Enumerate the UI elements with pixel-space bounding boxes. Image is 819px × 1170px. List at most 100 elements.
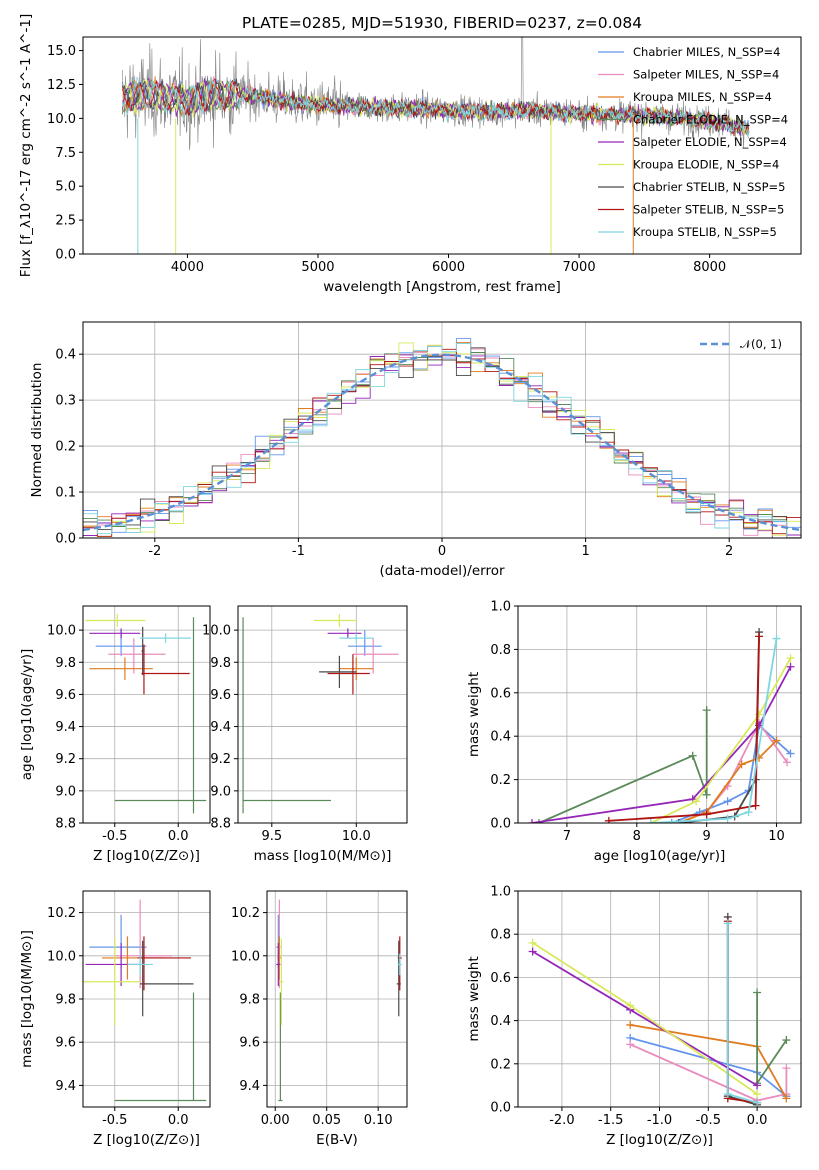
error-bar-point [339, 633, 374, 643]
x-tick-label: -2 [148, 544, 161, 559]
error-bar-point [83, 938, 141, 1025]
massweight-vs-age-plot-area [527, 628, 795, 823]
mass-weight-marker [782, 1036, 791, 1045]
error-bar-point [339, 657, 374, 680]
y-tick-label: 9.4 [210, 720, 231, 735]
y-tick-label: 15.0 [47, 44, 76, 59]
error-bar-point [352, 638, 399, 674]
error-bar-point [127, 953, 153, 976]
x-tick-label: 7000 [563, 260, 596, 275]
legend-entry: Kroupa MILES, N_SSP=4 [633, 90, 772, 104]
x-axis-label: wavelength [Angstrom, rest frame] [323, 279, 561, 295]
mass-weight-marker [723, 814, 732, 823]
mass-weight-line [650, 638, 778, 823]
x-tick-label: -0.5 [696, 1113, 721, 1128]
y-tick-label: 0.4 [55, 348, 76, 363]
y-tick-label: 0.2 [55, 440, 76, 455]
y-tick-label: 10.2 [47, 906, 76, 921]
mass-weight-marker [782, 1064, 791, 1073]
mass-vs-Z-frame [82, 890, 211, 1108]
y-tick-label: 0.0 [490, 817, 511, 832]
y-tick-label: 8.8 [210, 817, 231, 832]
legend-entry: Chabrier STELIB, N_SSP=5 [633, 180, 785, 194]
age-vs-Z-axes [79, 606, 210, 827]
x-tick-label: 0.00 [261, 1113, 290, 1128]
mass-weight-marker [626, 1040, 635, 1049]
x-tick-label: 0 [438, 544, 446, 559]
y-tick-label: 0.0 [55, 248, 76, 263]
age-vs-Z-plot-area [85, 614, 207, 814]
x-axis-label: age [log10(age/yr)] [594, 848, 726, 864]
y-tick-label: 0.6 [490, 686, 511, 701]
mass-weight-marker [674, 819, 683, 823]
y-tick-label: 9.4 [239, 1079, 260, 1094]
x-tick-label: 1 [581, 544, 589, 559]
y-axis-label: mass weight [466, 956, 482, 1041]
error-bar-point [314, 614, 357, 627]
error-bar-point [397, 953, 402, 976]
mass-weight-marker [786, 654, 795, 663]
x-tick-label: -1.5 [598, 1113, 623, 1128]
mass-weight-line [756, 992, 788, 1087]
mass-weight-marker [723, 797, 732, 806]
x-tick-label: 0.10 [364, 1113, 393, 1128]
y-axis-label: Normed distribution [29, 363, 45, 498]
x-tick-label: -2.0 [549, 1113, 574, 1128]
y-tick-label: 0.6 [490, 971, 511, 986]
x-tick-label: 9 [703, 829, 711, 844]
mass-weight-marker [702, 790, 711, 799]
gaussian-curve [83, 353, 801, 532]
y-tick-label: 10.2 [231, 906, 260, 921]
y-tick-label: 9.6 [210, 688, 231, 703]
y-tick-label: 2.5 [55, 214, 76, 229]
mass-weight-marker [688, 751, 697, 760]
age-vs-mass-axes [234, 606, 407, 827]
model-spectrum [122, 78, 750, 135]
mass-weight-marker [737, 760, 746, 769]
massweight-vs-Z-plot-area [528, 912, 791, 1107]
y-tick-label: 9.6 [55, 1036, 76, 1051]
mass-weight-marker [744, 808, 753, 817]
y-axis-label: mass [log10(M/M⊙)] [19, 930, 35, 1068]
y-tick-label: 9.2 [210, 752, 231, 767]
mass-weight-marker [772, 736, 781, 745]
spectrum-title: PLATE=0285, MJD=51930, FIBERID=0237, z=0… [242, 14, 642, 32]
x-tick-label: 2 [725, 544, 733, 559]
y-tick-label: 0.8 [490, 928, 511, 943]
x-tick-label: 4000 [171, 260, 204, 275]
x-tick-label: 9.5 [261, 829, 282, 844]
x-tick-label: 0.05 [312, 1113, 341, 1128]
x-tick-label: 10 [768, 829, 785, 844]
error-bar-point [140, 940, 194, 1017]
x-axis-label: Z [log10(Z/Z⊙)] [93, 848, 200, 864]
y-tick-label: 0.4 [490, 730, 511, 745]
y-tick-label: 9.6 [55, 688, 76, 703]
y-tick-label: 9.8 [55, 656, 76, 671]
error-bar-point [279, 938, 284, 1025]
mass-vs-Z-axes [79, 891, 210, 1111]
mass-weight-marker [626, 1020, 635, 1029]
x-tick-label: 7 [563, 829, 571, 844]
y-tick-label: 0.4 [490, 1014, 511, 1029]
mass-weight-marker [772, 634, 781, 643]
mass-weight-marker [786, 662, 795, 671]
legend-entry: 𝒩(0, 1) [740, 337, 782, 351]
residual-histogram [83, 343, 801, 538]
mass-weight-marker [753, 1098, 762, 1107]
mass-weight-marker [626, 1001, 635, 1010]
mass-weight-marker [646, 819, 655, 823]
mass-weight-marker [723, 1090, 732, 1099]
mass-weight-marker [755, 632, 764, 641]
mass-weight-marker [527, 819, 536, 823]
x-tick-label: 0.0 [747, 1113, 768, 1128]
y-tick-label: 9.4 [55, 1079, 76, 1094]
age-vs-mass-frame [237, 605, 408, 824]
mass-weight-marker [753, 1081, 762, 1090]
mass-weight-marker [753, 988, 762, 997]
y-axis-label: Flux [f_λ10^-17 erg cm^-2 s^-1 A^-1] [18, 14, 34, 277]
mass-weight-line [538, 710, 708, 823]
legend-entry: Chabrier MILES, N_SSP=4 [633, 45, 780, 59]
legend-entry: Salpeter MILES, N_SSP=4 [633, 68, 779, 82]
legend-entry: Chabrier ELODIE, N_SSP=4 [633, 113, 788, 127]
y-tick-label: 10.0 [47, 112, 76, 127]
